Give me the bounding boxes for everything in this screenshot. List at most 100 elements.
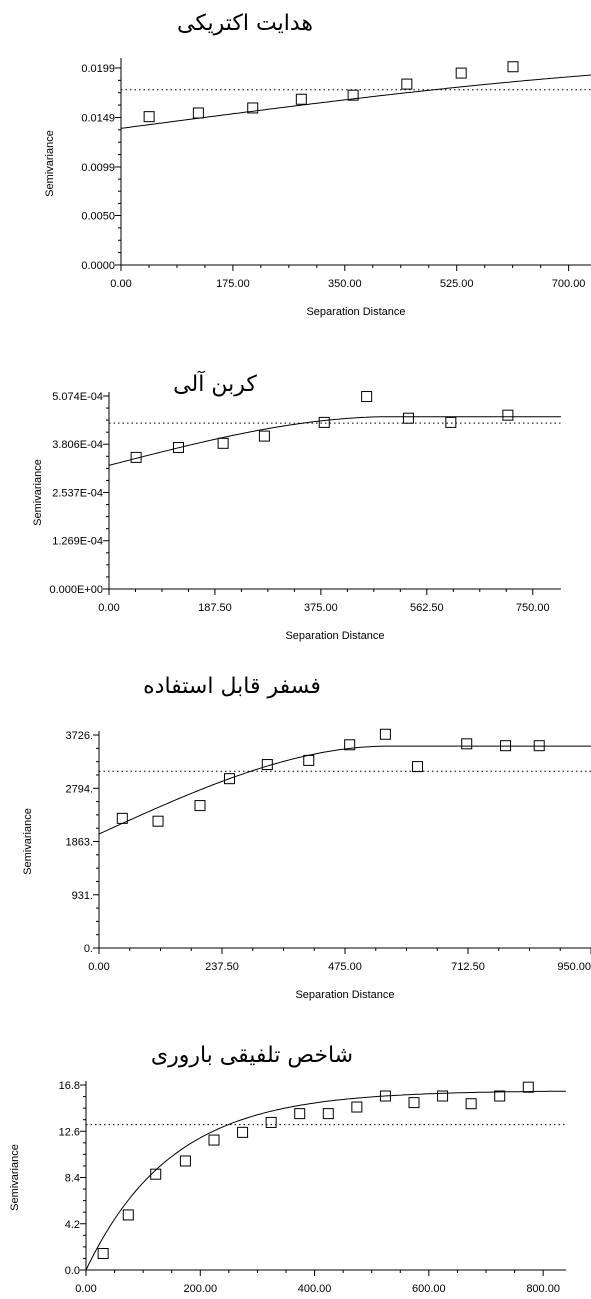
y-tick-label: 2.537E-04 — [52, 488, 103, 500]
x-tick-label: 750.00 — [516, 602, 550, 614]
y-tick-label: 0.0050 — [81, 210, 115, 222]
x-tick-label: 0.00 — [110, 278, 131, 290]
x-tick-label: 375.00 — [304, 602, 338, 614]
data-point — [122, 1209, 134, 1221]
y-tick-label: 0.0099 — [81, 162, 115, 174]
data-point — [97, 1247, 109, 1259]
y-tick-label: 5.074E-04 — [52, 391, 103, 403]
x-tick-label: 200.00 — [183, 1283, 217, 1295]
data-point — [224, 773, 236, 785]
data-point — [294, 1108, 306, 1120]
data-point — [351, 1101, 363, 1113]
x-tick-label: 175.00 — [216, 278, 250, 290]
chart-panel-4: شاخص تلفیقی باروری 0.0 4.2 8.4 12.6 16.8 0.00 2… — [9, 1043, 566, 1295]
x-tick-label: 712.50 — [451, 961, 485, 973]
x-tick-label: 562.50 — [410, 602, 444, 614]
data-point — [295, 93, 307, 105]
data-point — [116, 812, 128, 824]
x-tick-label: 0.00 — [75, 1283, 96, 1295]
x-axis-label: Separation Distance — [285, 630, 384, 642]
x-axis-label: Separation Distance — [306, 306, 405, 318]
data-point — [143, 111, 155, 123]
data-point — [465, 1098, 477, 1110]
y-tick-label: 16.8 — [59, 1080, 80, 1092]
data-point — [347, 89, 359, 101]
y-tick-label: 12.6 — [59, 1126, 80, 1138]
x-tick-label: 700.00 — [552, 278, 586, 290]
data-point — [217, 437, 229, 449]
data-point — [237, 1126, 249, 1138]
chart-title: کربن آلی — [173, 370, 257, 397]
data-point — [322, 1108, 334, 1120]
data-point — [179, 1155, 191, 1167]
data-point — [379, 1090, 391, 1102]
x-tick-label: 0.00 — [88, 961, 109, 973]
y-tick-label: 3.806E-04 — [52, 439, 103, 451]
y-tick-label: 1863. — [65, 837, 93, 849]
y-tick-label: 8.4 — [65, 1173, 80, 1185]
x-tick-label: 0.00 — [98, 602, 119, 614]
data-point — [318, 416, 330, 428]
chart-title: شاخص تلفیقی باروری — [151, 1043, 353, 1068]
data-point — [461, 738, 473, 750]
x-tick-label: 800.00 — [526, 1283, 560, 1295]
data-point — [361, 391, 373, 403]
data-point — [303, 754, 315, 766]
y-tick-label: 0.0000 — [81, 260, 115, 272]
x-tick-label: 237.50 — [205, 961, 239, 973]
data-point — [445, 416, 457, 428]
data-point — [437, 1090, 449, 1102]
data-point — [522, 1081, 534, 1093]
x-tick-label: 475.00 — [328, 961, 362, 973]
y-tick-label: 3726. — [65, 730, 93, 742]
data-point — [402, 412, 414, 424]
data-point — [130, 451, 142, 463]
data-point — [533, 740, 545, 752]
y-tick-label: 931. — [72, 890, 93, 902]
chart-panel-2: کربن آلی 0.000E+00 1.269E-04 2.537E-04 3.806… — [32, 370, 561, 642]
model-curve — [120, 74, 591, 129]
x-tick-label: 400.00 — [298, 1283, 332, 1295]
x-tick-label: 600.00 — [412, 1283, 446, 1295]
data-point — [192, 107, 204, 119]
data-point — [247, 102, 259, 114]
y-tick-label: 0.0149 — [81, 112, 115, 124]
y-tick-label: 2794. — [65, 783, 93, 795]
y-axis-label: Semivariance — [9, 1144, 21, 1211]
data-point — [455, 67, 467, 79]
data-point — [507, 61, 519, 73]
data-point — [258, 430, 270, 442]
chart-title: هدایت اکتریکی — [177, 11, 313, 36]
model-curve — [85, 1090, 566, 1271]
x-tick-label: 950.00 — [557, 961, 591, 973]
data-point — [412, 761, 424, 773]
chart-panel-1: هدایت اکتریکی 0.0000 0.0050 0.0099 0.0149 0.0… — [44, 11, 591, 318]
data-point — [408, 1097, 420, 1109]
data-point — [344, 739, 356, 751]
data-point — [401, 78, 413, 90]
chart-panel-3: فسفر قابل استفاده 0. 931. 1863. 2794. 3726. 0.… — [22, 674, 591, 1001]
data-point — [494, 1090, 506, 1102]
y-tick-label: 0.000E+00 — [49, 584, 103, 596]
y-tick-label: 0.0 — [65, 1265, 80, 1277]
chart-title: فسفر قابل استفاده — [143, 674, 321, 699]
data-point — [265, 1116, 277, 1128]
data-point — [500, 740, 512, 752]
data-point — [152, 815, 164, 827]
data-point — [208, 1134, 220, 1146]
data-point — [194, 800, 206, 812]
x-tick-label: 187.50 — [198, 602, 232, 614]
y-tick-label: 0.0199 — [81, 63, 115, 75]
y-tick-label: 1.269E-04 — [52, 536, 103, 548]
y-axis-label: Semivariance — [44, 130, 56, 197]
y-tick-label: 4.2 — [65, 1219, 80, 1231]
x-tick-label: 350.00 — [328, 278, 362, 290]
data-point — [172, 442, 184, 454]
model-curve — [108, 416, 561, 466]
y-axis-label: Semivariance — [32, 459, 44, 526]
y-tick-label: 0. — [84, 943, 93, 955]
model-curve — [98, 745, 591, 835]
data-point — [261, 759, 273, 771]
data-point — [379, 728, 391, 740]
